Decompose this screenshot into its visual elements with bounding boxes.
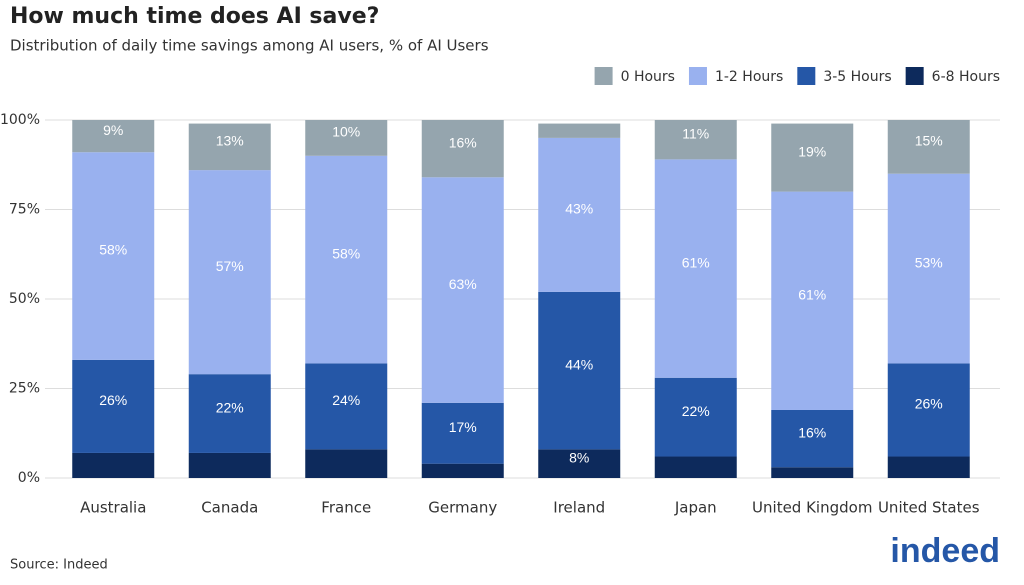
x-tick-label: Australia	[80, 499, 146, 517]
legend-label: 1-2 Hours	[715, 69, 783, 85]
bar-segment	[887, 456, 970, 478]
y-tick-label: 50%	[9, 291, 40, 307]
legend-swatch	[688, 67, 707, 85]
x-tick-label: Ireland	[553, 499, 605, 517]
value-label: 61%	[682, 254, 710, 270]
value-label: 11%	[682, 125, 709, 141]
bar-segment	[887, 120, 970, 174]
x-tick-label: Germany	[428, 499, 497, 517]
x-tick-label: Japan	[674, 499, 717, 517]
legend-swatch	[594, 67, 613, 85]
y-tick-label: 100%	[0, 112, 40, 128]
value-label: 26%	[915, 396, 943, 412]
chart-subtitle: Distribution of daily time savings among…	[10, 37, 489, 55]
bar-segment	[421, 463, 504, 478]
bar-segment	[771, 409, 854, 468]
y-tick-label: 0%	[18, 470, 40, 486]
bar-segment	[538, 137, 621, 292]
bar-segment	[72, 359, 155, 453]
value-label: 24%	[332, 392, 360, 408]
bar-segment	[72, 120, 155, 153]
bar-segment	[654, 377, 737, 457]
bar-segment	[887, 173, 970, 364]
value-label: 22%	[216, 399, 244, 415]
legend-label: 3-5 Hours	[823, 69, 891, 85]
bar-segment	[771, 191, 854, 410]
x-tick-label: United States	[878, 499, 980, 517]
bar-segment	[771, 467, 854, 478]
value-label: 15%	[915, 133, 943, 149]
value-label: 57%	[216, 258, 244, 274]
logo: indeed	[890, 532, 1000, 570]
value-label: 16%	[798, 424, 826, 440]
bar-segment	[305, 155, 388, 364]
bar-segment	[421, 120, 504, 178]
source: Source: Indeed	[10, 558, 108, 573]
bar-segment	[654, 159, 737, 378]
bar-segment	[305, 363, 388, 450]
value-label: 43%	[565, 201, 593, 217]
value-label: 8%	[569, 449, 589, 465]
bar-segment	[538, 291, 621, 450]
value-label: 26%	[99, 392, 127, 408]
legend-label: 0 Hours	[621, 69, 675, 85]
x-tick-label: Canada	[201, 499, 258, 517]
y-tick-label: 75%	[9, 202, 40, 218]
bar-segment	[538, 449, 621, 478]
bar-segment	[421, 402, 504, 464]
value-label: 22%	[682, 403, 710, 419]
bar-segment	[305, 120, 388, 156]
value-label: 10%	[332, 124, 360, 140]
value-label: 53%	[915, 254, 943, 270]
value-label: 44%	[565, 356, 593, 372]
bar-segment	[188, 374, 271, 453]
bar-segment	[188, 170, 271, 375]
value-label: 16%	[449, 134, 477, 150]
value-label: 58%	[99, 242, 127, 258]
x-tick-label: France	[321, 499, 371, 517]
bar-segment	[188, 452, 271, 478]
bar-segment	[305, 449, 388, 478]
bar-segment	[188, 123, 271, 171]
bar-segment	[771, 123, 854, 192]
chart-title: How much time does AI save?	[10, 4, 379, 29]
legend-swatch	[797, 67, 816, 85]
value-label: 63%	[449, 276, 477, 292]
y-tick-label: 25%	[9, 381, 40, 397]
bar-segment	[72, 152, 155, 360]
bar-segment	[654, 120, 737, 160]
value-label: 58%	[332, 245, 360, 261]
bar-segment	[887, 363, 970, 457]
value-label: 13%	[216, 133, 244, 149]
bar-segment	[654, 456, 737, 478]
value-label: 9%	[103, 122, 123, 138]
bar-segment	[72, 452, 155, 478]
value-label: 19%	[798, 143, 826, 159]
bar-segment	[421, 177, 504, 403]
legend-swatch	[905, 67, 924, 85]
bar-segment	[538, 123, 621, 138]
legend-label: 6-8 Hours	[932, 69, 1000, 85]
value-label: 17%	[449, 419, 477, 435]
value-label: 61%	[798, 286, 826, 302]
x-tick-label: United Kingdom	[752, 499, 872, 517]
